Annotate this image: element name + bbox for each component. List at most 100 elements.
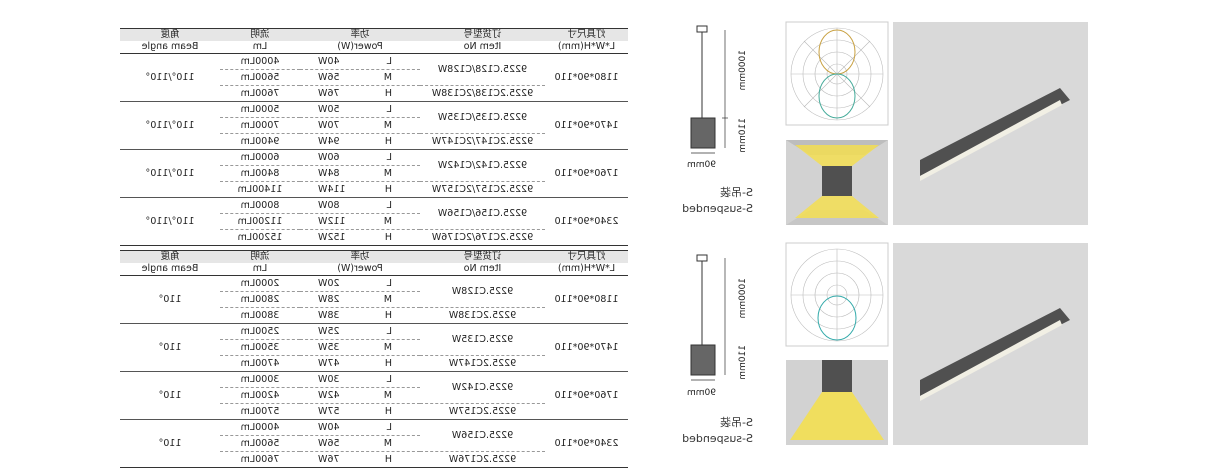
item-no: 9225.2C147W [448,358,517,369]
power-value: 80W [318,200,340,211]
dim-height: 1000mm [738,278,748,319]
grade: H [384,406,392,417]
power-value: 60W [318,152,340,163]
power-value: 57W [318,406,340,417]
power-cell: M 84W [300,165,420,182]
polar-curve [818,73,856,119]
power: H 76W [300,86,420,101]
power-value: 56W [318,438,340,449]
item-no: 9225.C156W [420,419,545,452]
header-cn: 角度 [120,28,220,41]
header-cn: 订货型号 [420,28,545,41]
lumen: 2500Lm [220,323,300,340]
data-row: 2340*90*110 9225.C156W L 40W 4000Lm 110° [120,419,628,468]
product-photo-bg [893,22,1088,225]
power: H 114W [300,182,420,197]
grade: M [383,72,392,83]
lumen: 6000Lm [220,149,300,166]
item-no: 9225.2C138W [448,310,517,321]
size: 1470*90*110 [545,101,628,150]
grade: M [383,390,392,401]
item-no: 9225.C135W [420,323,545,356]
power-value: 152W [318,232,346,243]
power-value: 70W [318,120,340,131]
lumen: 3500Lm [220,339,300,356]
header-cn: 角度 [120,250,220,263]
lumen: 7600Lm [240,454,280,465]
lumen: 8400Lm [220,165,300,182]
power: M 42W [300,388,420,403]
power: L 40W [300,420,420,435]
data-row: 1180*90*110 9225.C128W L 20W 2000Lm 110° [120,275,628,308]
mount-en: S-suspended [682,202,753,215]
power-cell: H 76W [300,452,420,468]
beam-angle: 110° [120,371,220,420]
dimension-drawing [690,254,726,381]
power-value: 76W [318,454,340,465]
room-fixture [822,166,852,196]
power-value: 114W [318,184,346,195]
grade: L [386,200,392,211]
lumen: 2000Lm [220,275,300,292]
grade: L [386,374,392,385]
grade: H [384,88,392,99]
lumen: 5700Lm [240,406,280,417]
room-fixture [822,360,852,392]
dimension-drawing [690,25,728,154]
grade: M [383,120,392,131]
power: H 76W [300,452,420,467]
power-value: 38W [318,310,340,321]
grade: H [384,136,392,147]
grade: H [384,454,392,465]
power-cell: L 50W [300,101,420,118]
power-cell: M 28W [300,291,420,308]
lumen: 4000Lm [220,419,300,436]
dim-box: 110mm [738,345,748,380]
power-value: 94W [318,136,340,147]
beam-angle: 110°/110° [145,72,195,83]
data-row: 1470*90*110 9225.C135W L 25W 2500Lm 110° [120,323,628,372]
power-value: 47W [318,358,340,369]
power-value: 84W [318,168,340,179]
header-en: Power(W) [300,263,420,276]
header-en: Item No [420,263,545,276]
mount-cn: S-吊装 [720,416,753,429]
power: L 80W [300,198,420,213]
item-no: 9225.C156/C156W [420,197,545,230]
uplight [795,145,879,166]
diffuser [920,320,1062,401]
power-cell: M 35W [300,339,420,356]
fixture [920,308,1070,396]
beam-angle: 110° [120,419,220,468]
dim-box: 110mm [738,118,748,153]
power-value: 40W [318,422,340,433]
lumen: 5600Lm [220,69,300,86]
mount-en: S-suspended [682,432,753,445]
header-en: Lm [220,41,300,54]
power: M 56W [300,70,420,85]
power-value: 56W [318,72,340,83]
item-no: 9225.C142/C142W [420,149,545,182]
size: 1180*90*110 [554,294,619,305]
size: 2340*90*110 [545,419,628,468]
power-value: 35W [318,342,340,353]
power-cell: M 70W [300,117,420,134]
dim-height: 1000mm [738,50,748,91]
power: L 40W [300,54,420,69]
grade: L [386,152,392,163]
power: M 84W [300,166,420,181]
lumen: 11200Lm [220,213,300,230]
beam-angle: 110° [158,294,182,305]
item-no: 9225.2C176/2C176W [431,232,534,243]
lumen: 5000Lm [220,101,300,118]
header-en: Item No [420,41,545,54]
header-row: 灯具尺寸 订货型号 功率 流明 角度 [120,28,628,41]
power-cell: L 40W [300,53,420,70]
beam-angle: 110°/110° [120,101,220,150]
header-cn: 流明 [220,28,300,41]
dim-width: 90mm [687,160,716,170]
set-2 [690,242,1088,445]
power-value: 28W [318,294,340,305]
